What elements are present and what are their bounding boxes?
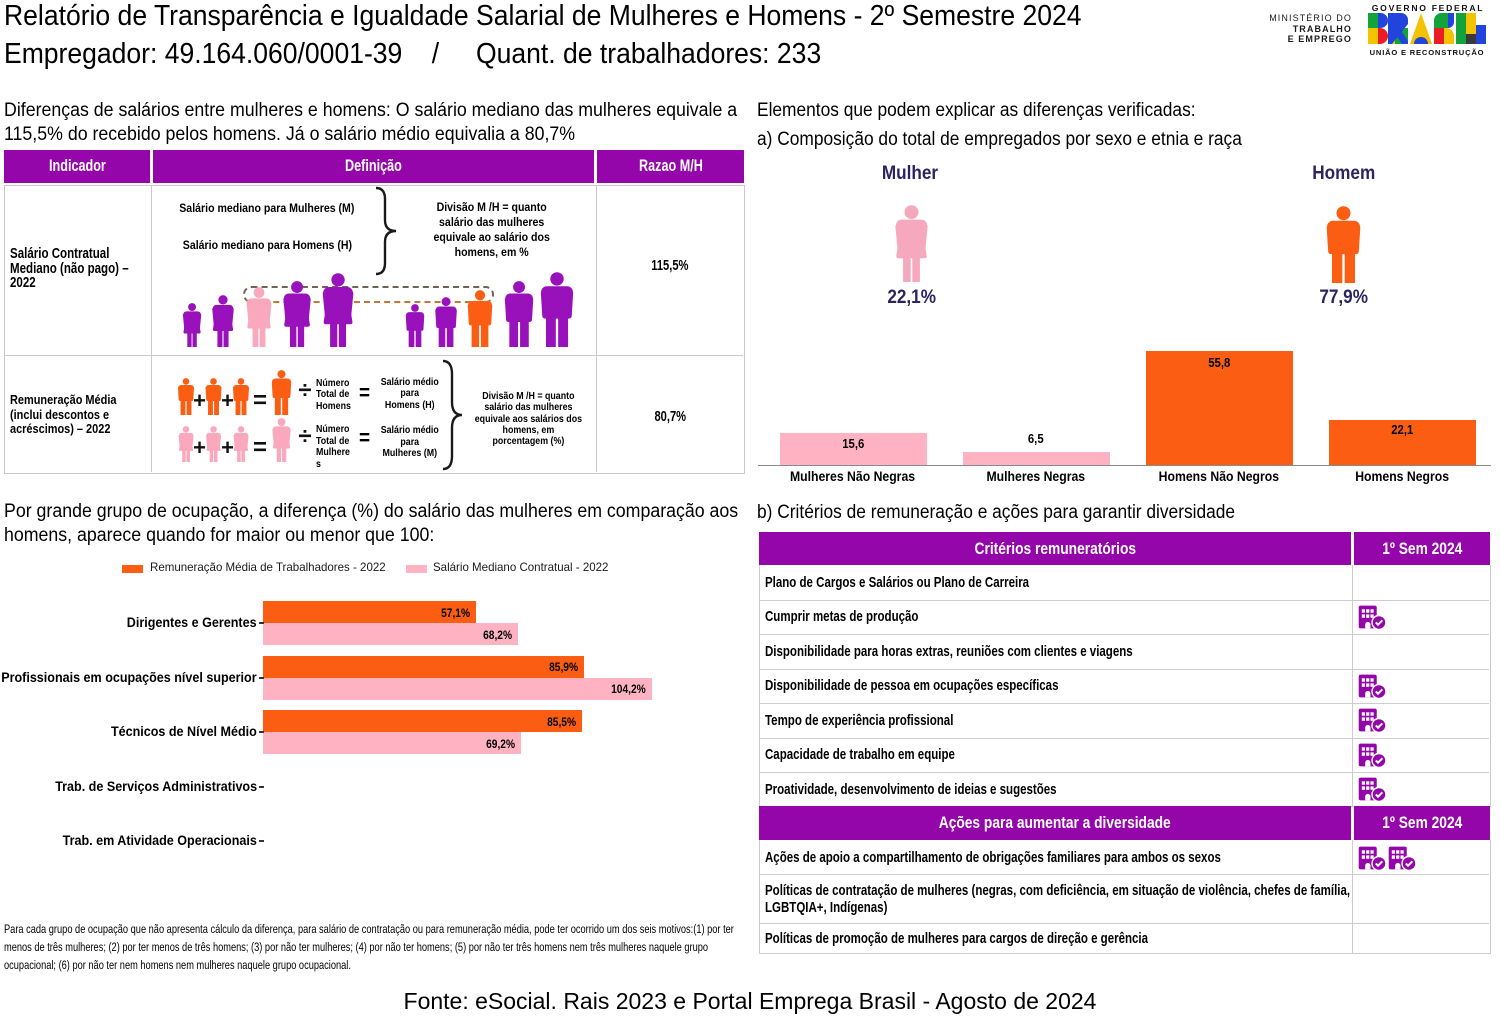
svg-text:÷: ÷ bbox=[298, 377, 311, 404]
svg-text:=: = bbox=[253, 434, 267, 461]
svg-text:÷: ÷ bbox=[298, 423, 311, 450]
svg-text:+: + bbox=[193, 435, 206, 460]
svg-text:+: + bbox=[193, 388, 206, 413]
svg-text:=: = bbox=[253, 387, 267, 414]
svg-text:+: + bbox=[221, 388, 234, 413]
svg-text:+: + bbox=[221, 435, 234, 460]
